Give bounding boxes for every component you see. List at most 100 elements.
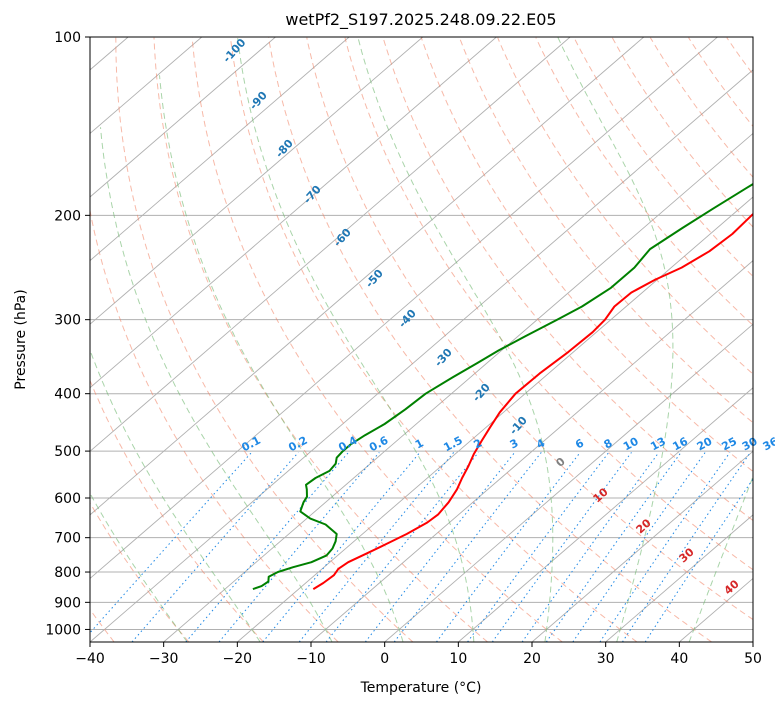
x-tick-label: 30	[597, 651, 615, 667]
isotherm-gridline	[90, 69, 753, 642]
dry-adiabat-label: 20	[634, 516, 654, 536]
moist-adiabat	[688, 475, 753, 642]
moist-adiabat	[357, 37, 554, 642]
mixing-ratio-line	[435, 452, 581, 642]
y-axis-label: Pressure (hPa)	[13, 289, 29, 389]
dry-adiabat	[497, 37, 753, 375]
dry-adiabat	[90, 207, 339, 642]
isotherm-gridline	[90, 37, 497, 389]
mixing-ratio-line	[644, 478, 753, 642]
isotherm-gridline	[90, 37, 424, 325]
x-tick-label: 40	[670, 651, 688, 667]
mixing-ratio-label: 36	[761, 435, 775, 454]
profile-lines	[252, 182, 753, 591]
dewpoint-profile-line	[252, 182, 753, 591]
dry-adiabat	[153, 37, 488, 642]
dry-adiabat-label: 30	[677, 545, 697, 565]
dry-adiabat	[268, 37, 712, 642]
dry-adiabat	[382, 37, 753, 522]
moist-adiabat-label: -10	[507, 414, 530, 438]
moist-adiabat	[90, 492, 188, 642]
moist-adiabat-label: -50	[363, 267, 386, 291]
y-tick-label: 200	[54, 208, 81, 224]
dry-adiabat	[649, 37, 753, 178]
dry-adiabat	[535, 37, 753, 326]
moist-adiabat-label: -30	[432, 346, 455, 370]
mixing-ratio-line	[393, 452, 542, 642]
isotherm-gridline	[90, 37, 718, 580]
mixing-ratio-line	[467, 452, 610, 642]
mixing-ratio-label: 20	[695, 435, 715, 454]
mixing-ratio-line	[262, 452, 421, 642]
y-tick-label: 100	[54, 30, 81, 46]
dry-adiabat	[573, 37, 753, 278]
moist-adiabat	[100, 127, 333, 642]
mixing-ratio-line	[599, 452, 731, 642]
x-tick-label: 50	[744, 651, 762, 667]
dry-adiabat	[765, 38, 775, 642]
dry-adiabat	[115, 37, 414, 642]
isotherm-gridline	[458, 387, 753, 642]
mixing-ratio-line	[491, 452, 632, 642]
dry-adiabat	[688, 37, 753, 128]
isotherm-gridline	[90, 37, 350, 262]
moist-adiabat-label: -20	[470, 381, 493, 405]
isotherm-gridline	[90, 37, 645, 516]
moist-adiabat	[159, 75, 404, 642]
isotherm-gridline	[237, 196, 753, 642]
mixing-ratio-line	[298, 452, 455, 642]
y-tick-label: 700	[54, 531, 81, 547]
dry-adiabat	[90, 501, 190, 642]
isotherm-gridline	[90, 37, 571, 452]
mixing-ratio-line	[90, 452, 252, 634]
mixing-ratio-line	[131, 452, 299, 642]
x-tick-label: −10	[296, 651, 326, 667]
x-tick-label: −40	[75, 651, 105, 667]
y-tick-label: 300	[54, 313, 81, 329]
x-tick-label: 10	[449, 651, 467, 667]
moist-adiabat-label: -40	[396, 307, 419, 331]
moist-adiabat	[237, 37, 475, 642]
y-tick-label: 600	[54, 491, 81, 507]
y-tick-label: 800	[54, 565, 81, 581]
mixing-ratio-line	[621, 452, 751, 642]
dry-adiabat-label: 40	[722, 577, 742, 597]
y-axis-ticks: 100 200 300 400 500 600 700 800 900 1000	[45, 30, 90, 638]
mixing-ratio-line	[364, 452, 516, 642]
mixing-ratio-label: 8	[602, 436, 615, 451]
temperature-profile-line	[312, 212, 753, 590]
x-tick-label: 20	[523, 651, 541, 667]
y-tick-label: 500	[54, 444, 81, 460]
dry-adiabat	[420, 37, 753, 473]
y-tick-label: 1000	[45, 622, 81, 638]
mixing-ratio-label: 3	[508, 436, 521, 451]
x-tick-label: −20	[223, 651, 253, 667]
moist-adiabat-label: -60	[331, 226, 354, 250]
dry-adiabat	[191, 37, 563, 642]
mixing-ratio-label: 30	[740, 435, 760, 454]
isotherm-gridline	[384, 323, 753, 642]
dry-adiabat	[229, 37, 638, 642]
moist-adiabat	[90, 348, 261, 642]
mixing-ratio-line	[521, 452, 660, 642]
isotherm-gridline	[605, 514, 753, 642]
moist-adiabat-label: -80	[273, 137, 296, 161]
x-tick-label: −30	[149, 651, 179, 667]
x-tick-label: 0	[380, 651, 389, 667]
dry-adiabat-label: 0	[553, 455, 568, 470]
y-tick-label: 900	[54, 595, 81, 611]
isotherm-gridline	[90, 37, 276, 198]
dry-adiabat	[726, 37, 753, 76]
mixing-ratio-label: 16	[670, 435, 690, 454]
isotherm-gridline	[752, 641, 753, 642]
dry-adiabat	[459, 37, 753, 424]
moist-adiabat	[762, 37, 775, 642]
mixing-ratio-label: 10	[621, 435, 641, 454]
background-lines	[90, 37, 775, 642]
mixing-ratio-label: 13	[648, 435, 668, 454]
isotherm-gridline	[531, 450, 753, 642]
y-tick-label: 400	[54, 387, 81, 403]
mixing-ratio-line	[545, 452, 682, 642]
chart-title: wetPf2_S197.2025.248.09.22.E05	[285, 10, 556, 30]
mixing-ratio-label: 6	[573, 436, 586, 451]
